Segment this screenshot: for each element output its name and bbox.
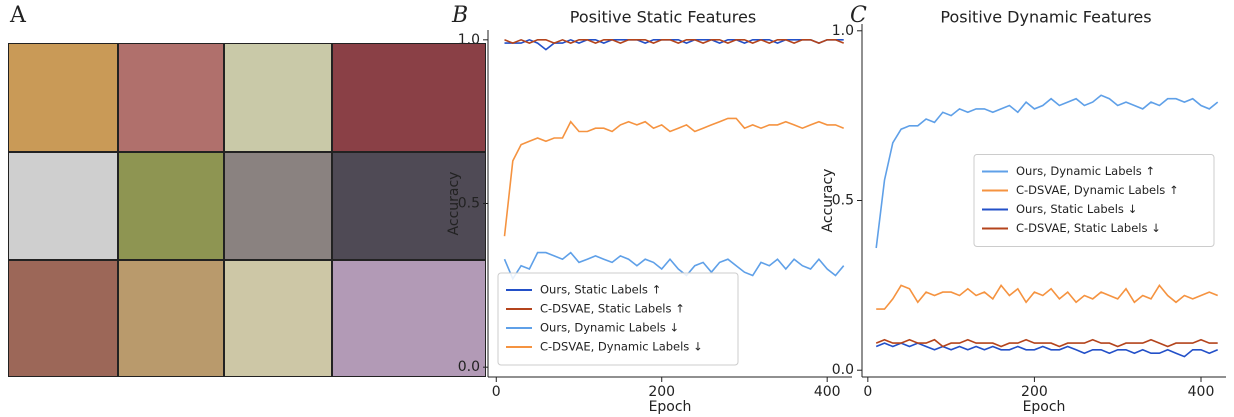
- line: [504, 38, 844, 44]
- legend-label: C-DSVAE, Static Labels ↓: [1016, 221, 1161, 235]
- x-tick-label: 200: [648, 384, 675, 400]
- y-axis-label: Accuracy: [446, 172, 462, 236]
- chart-title: Positive Static Features: [570, 8, 756, 27]
- x-axis-label: Epoch: [649, 399, 692, 415]
- face-grid: [8, 43, 486, 377]
- face: [225, 153, 331, 259]
- legend-label: Ours, Dynamic Labels ↓: [540, 321, 679, 335]
- legend-label: C-DSVAE, Dynamic Labels ↓: [540, 340, 703, 354]
- face: [9, 153, 117, 259]
- legend-box: [497, 272, 739, 366]
- legend: Ours, Static Labels ↑ C-DSVAE, Static Lab…: [497, 272, 739, 366]
- line: [875, 338, 1218, 348]
- line: [503, 251, 845, 281]
- x-tick-label: 400: [814, 384, 841, 400]
- face: [9, 44, 117, 151]
- face: [333, 153, 485, 259]
- face: [225, 261, 331, 376]
- face: [9, 261, 117, 376]
- x-tick-label: 0: [492, 384, 501, 400]
- face: [119, 153, 223, 259]
- legend: Ours, Dynamic Labels ↑ C-DSVAE, Dynamic L…: [973, 154, 1215, 247]
- face: [333, 44, 485, 151]
- y-tick-label: 0.0: [458, 359, 480, 375]
- line: [875, 94, 1219, 249]
- y-axis-label: Accuracy: [820, 169, 836, 233]
- line: [876, 284, 1219, 310]
- x-axis-label: Epoch: [1023, 399, 1066, 415]
- x-tick-label: 0: [863, 384, 872, 400]
- y-tick-label: 0.5: [832, 193, 854, 209]
- chart-title: Positive Dynamic Features: [940, 8, 1151, 27]
- x-tick-label: 200: [1021, 384, 1048, 400]
- y-tick-label: 1.0: [458, 32, 480, 48]
- face: [119, 44, 223, 151]
- y-tick-label: 0.5: [458, 196, 480, 212]
- legend-label: Ours, Static Labels ↑: [540, 283, 661, 297]
- panel-label: A: [9, 3, 27, 28]
- legend-label: C-DSVAE, Static Labels ↑: [540, 302, 685, 316]
- line: [875, 342, 1219, 358]
- face: [225, 44, 331, 151]
- panel-label: C: [850, 3, 867, 28]
- face: [119, 261, 223, 376]
- y-tick-label: 0.0: [832, 362, 854, 378]
- y-tick-label: 1.0: [832, 23, 854, 39]
- legend-label: Ours, Dynamic Labels ↑: [1016, 164, 1155, 178]
- legend-label: C-DSVAE, Dynamic Labels ↑: [1016, 183, 1179, 197]
- legend-label: Ours, Static Labels ↓: [1016, 202, 1137, 216]
- x-tick-label: 400: [1188, 384, 1215, 400]
- line: [503, 117, 844, 237]
- panel-label: B: [451, 3, 468, 28]
- face: [333, 261, 485, 376]
- legend-box: [973, 154, 1215, 247]
